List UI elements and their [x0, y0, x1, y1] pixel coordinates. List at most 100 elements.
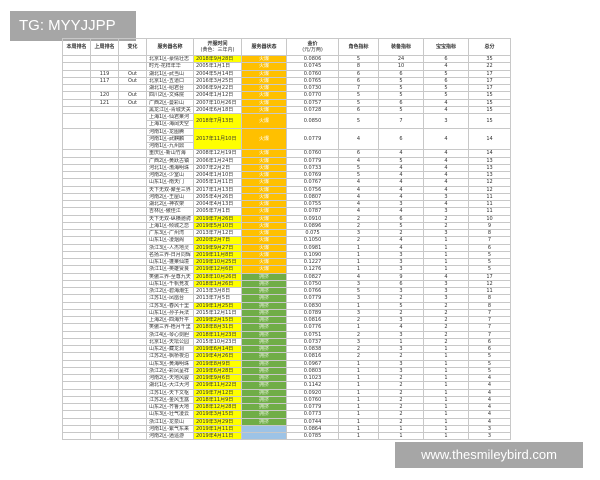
table-row: 黑龙江区-青城天关 2004年6月18日 火爆 0.0728 6 5 4 15	[62, 105, 511, 115]
change-cell	[118, 156, 147, 165]
open-date-cell: 2005年4月26日	[193, 192, 242, 202]
header-role: 角色指标	[338, 38, 379, 56]
change-cell: Out	[118, 98, 147, 107]
total-score-cell: 5	[468, 366, 511, 376]
open-date-cell: 2019年6月28日	[193, 366, 242, 376]
total-score-cell: 6	[468, 344, 511, 354]
open-date-cell: 2019年11月22日	[193, 381, 242, 390]
server-name-cell: 北京1区-豪情壮志	[146, 54, 194, 64]
total-score-cell: 4	[468, 410, 511, 419]
role-score-cell: 6	[338, 69, 379, 78]
rank-this-cell	[62, 113, 91, 129]
role-score-cell: 4	[338, 199, 379, 209]
price-cell: 0.0745	[286, 62, 339, 71]
open-date-cell: 2019年5月10日	[193, 221, 242, 231]
rank-this-cell	[62, 207, 91, 216]
pet-score-cell: 3	[423, 228, 469, 238]
server-name-cell: 浙江3区-人杰地灵	[146, 243, 194, 252]
server-name-cell: 上海1区-海阔天空	[146, 120, 194, 129]
server-name-cell: 江苏1区-凤凰台	[146, 294, 194, 303]
rank-last-cell	[90, 294, 119, 303]
status-cell: 火爆	[241, 62, 287, 71]
server-name-cell: 北京1区-天坛公园	[146, 337, 194, 347]
change-cell	[118, 308, 147, 318]
rank-this-cell	[62, 294, 91, 303]
header-open-date-label: 开服时间	[207, 41, 228, 47]
total-score-cell: 11	[468, 286, 511, 296]
server-name-cell: 笑傲三界-梧月千里	[146, 323, 194, 332]
change-cell	[118, 163, 147, 173]
table-row: 吉林区-傲佳江 2005年7月1日 火爆 0.0787 4 4 3 11	[62, 207, 511, 216]
rank-this-cell	[62, 373, 91, 383]
server-name-cell: 河北1区-渤海明珠	[146, 163, 194, 173]
price-cell: 0.0981	[286, 243, 339, 252]
rank-last-cell	[90, 214, 119, 223]
total-score-cell: 14	[468, 149, 511, 158]
price-cell: 0.0816	[286, 315, 339, 325]
equip-score-cell: 2	[378, 388, 424, 397]
rank-last-cell	[90, 236, 119, 245]
rank-this-cell	[62, 308, 91, 318]
open-date-cell: 2017年1月13日	[193, 185, 242, 194]
rank-this-cell	[62, 352, 91, 361]
pet-score-cell: 1	[423, 373, 469, 383]
open-date-cell: 2018年1月26日	[193, 279, 242, 289]
change-cell	[118, 62, 147, 71]
price-cell: 0.0789	[286, 308, 339, 318]
table-row: 湖北1区-大江大河 2019年11月22日 拥挤 0.1142 1 2 1 4	[62, 381, 511, 390]
total-score-cell: 13	[468, 170, 511, 180]
price-cell: 0.0779	[286, 127, 339, 151]
rank-last-cell	[90, 113, 119, 129]
change-cell	[118, 83, 147, 93]
status-cell: 火爆	[241, 178, 287, 187]
total-score-cell: 7	[468, 308, 511, 318]
table-row: 浙江2区-碧海潮生 2013年3月8日 拥挤 0.0766 5 3 3 11	[62, 286, 511, 296]
equip-score-cell: 2	[378, 352, 424, 361]
rank-last-cell	[90, 272, 119, 281]
status-cell: 火爆	[241, 156, 287, 165]
pet-score-cell: 2	[423, 315, 469, 325]
header-status: 服务器状态	[241, 38, 287, 56]
open-date-cell: 2004年4月13日	[193, 199, 242, 209]
pet-score-cell: 5	[423, 83, 469, 93]
table-row: 上海1区-仙君莱河 2018年7月13日 火爆 0.0850 5 7 3 15	[62, 112, 511, 129]
total-score-cell: 4	[468, 381, 511, 390]
change-cell	[118, 178, 147, 187]
table-row: 江苏3区-春风十里 2019年1月25日 拥挤 0.0830 1 5 2 8	[62, 301, 511, 310]
price-cell: 0.0807	[286, 192, 339, 202]
change-cell	[118, 127, 147, 151]
header-equip: 装备指标	[378, 38, 424, 56]
status-cell: 火爆	[241, 185, 287, 194]
open-date-cell: 2019年4月11日	[193, 431, 242, 441]
total-score-cell: 17	[468, 76, 511, 86]
total-score-cell: 6	[468, 337, 511, 347]
table-row: 名扬三界-日月同辉 2019年11月8日 火爆 0.1090 1 3 1 5	[62, 250, 511, 260]
equip-score-cell: 4	[378, 170, 424, 180]
rank-this-cell	[62, 431, 91, 441]
role-score-cell: 1	[338, 417, 379, 426]
rank-last-cell	[90, 62, 119, 71]
server-name-cell: 名扬三界-日月同辉	[146, 250, 194, 260]
price-cell: 0.0779	[286, 156, 339, 165]
table-row: 山东2区-齐鲁大地 2018年12月28日 拥挤 0.0779 1 2 1 4	[62, 402, 511, 412]
rank-this-cell	[62, 402, 91, 412]
equip-score-cell: 3	[378, 366, 424, 376]
equip-score-cell: 24	[378, 54, 424, 64]
total-score-cell: 5	[468, 352, 511, 361]
equip-score-cell: 3	[378, 315, 424, 325]
open-date-cell: 2015年12月11日	[193, 308, 242, 318]
rank-this-cell	[62, 236, 91, 245]
pet-score-cell: 3	[423, 294, 469, 303]
rank-this-cell	[62, 185, 91, 194]
status-cell: 火爆	[241, 243, 287, 252]
change-cell	[118, 359, 147, 368]
table-row: 湖北1区-绍君台 2006年9月22日 火爆 0.0730 7 5 5 17	[62, 83, 511, 93]
pet-score-cell: 1	[423, 250, 469, 260]
rank-this-cell	[62, 192, 91, 202]
open-date-cell: 2013年7月5日	[193, 294, 242, 303]
table-row: 时光-花样年华 2005年1月1日 火爆 0.0745 8 10 4 22	[62, 62, 511, 71]
pet-score-cell: 1	[423, 366, 469, 376]
role-score-cell: 1	[338, 424, 379, 434]
open-date-cell: 2005年1月1日	[193, 62, 242, 71]
header-name: 服务器名称	[146, 38, 194, 56]
